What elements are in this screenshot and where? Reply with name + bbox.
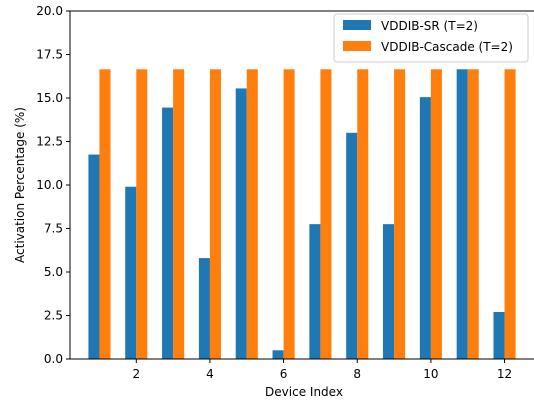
legend: VDDIB-SR (T=2) VDDIB-Cascade (T=2) bbox=[333, 13, 529, 63]
bar-cascade-device-2 bbox=[136, 69, 148, 359]
bar-sr-device-6 bbox=[272, 350, 284, 359]
bar-sr-device-1 bbox=[88, 154, 100, 359]
bar-cascade-device-3 bbox=[173, 69, 185, 359]
bar-cascade-device-6 bbox=[283, 69, 295, 359]
legend-label-cascade: VDDIB-Cascade (T=2) bbox=[381, 40, 513, 54]
bar-cascade-device-10 bbox=[430, 69, 442, 359]
bars-group bbox=[88, 69, 516, 360]
legend-swatch-cascade bbox=[343, 41, 371, 51]
x-tick-label: 8 bbox=[353, 367, 361, 381]
x-tick-label: 4 bbox=[206, 367, 214, 381]
bar-sr-device-12 bbox=[493, 312, 505, 359]
bar-sr-device-11 bbox=[456, 69, 468, 359]
y-tick-label: 10.0 bbox=[36, 178, 63, 192]
x-tick-label: 6 bbox=[280, 367, 288, 381]
y-tick-label: 20.0 bbox=[36, 4, 63, 18]
bar-sr-device-8 bbox=[346, 132, 358, 359]
y-tick-label: 2.5 bbox=[44, 309, 63, 323]
y-axis-title: Activation Percentage (%) bbox=[13, 107, 27, 263]
x-tick-label: 10 bbox=[423, 367, 438, 381]
bar-cascade-device-11 bbox=[467, 69, 479, 359]
y-tick-label: 7.5 bbox=[44, 222, 63, 236]
bar-sr-device-5 bbox=[235, 88, 247, 360]
y-tick-label: 12.5 bbox=[36, 135, 63, 149]
bar-cascade-device-9 bbox=[394, 69, 406, 359]
legend-label-sr: VDDIB-SR (T=2) bbox=[381, 19, 478, 33]
bar-sr-device-7 bbox=[309, 224, 321, 359]
bar-cascade-device-1 bbox=[99, 69, 111, 359]
bar-cascade-device-12 bbox=[504, 69, 516, 359]
bar-cascade-device-5 bbox=[246, 69, 258, 359]
bar-sr-device-10 bbox=[419, 97, 431, 359]
bar-cascade-device-7 bbox=[320, 69, 332, 359]
bar-sr-device-9 bbox=[383, 224, 395, 359]
x-tick-label: 12 bbox=[497, 367, 512, 381]
x-tick-label: 2 bbox=[132, 367, 140, 381]
bar-cascade-device-8 bbox=[357, 69, 369, 359]
y-tick-label: 0.0 bbox=[44, 352, 63, 366]
legend-swatch-sr bbox=[343, 20, 371, 30]
y-tick-label: 17.5 bbox=[36, 48, 63, 62]
x-axis-title: Device Index bbox=[265, 385, 343, 399]
bar-sr-device-3 bbox=[162, 107, 174, 359]
axes-group: 0.0 2.5 5.0 7.5 10.0 12.5 15.0 17.5 20.0 2 4 6 8 10 12 bbox=[36, 4, 534, 381]
bar-sr-device-4 bbox=[198, 258, 210, 359]
y-tick-label: 5.0 bbox=[44, 265, 63, 279]
bar-cascade-device-4 bbox=[209, 69, 221, 359]
y-tick-label: 15.0 bbox=[36, 91, 63, 105]
bar-sr-device-2 bbox=[125, 186, 137, 359]
legend-frame bbox=[333, 13, 529, 63]
